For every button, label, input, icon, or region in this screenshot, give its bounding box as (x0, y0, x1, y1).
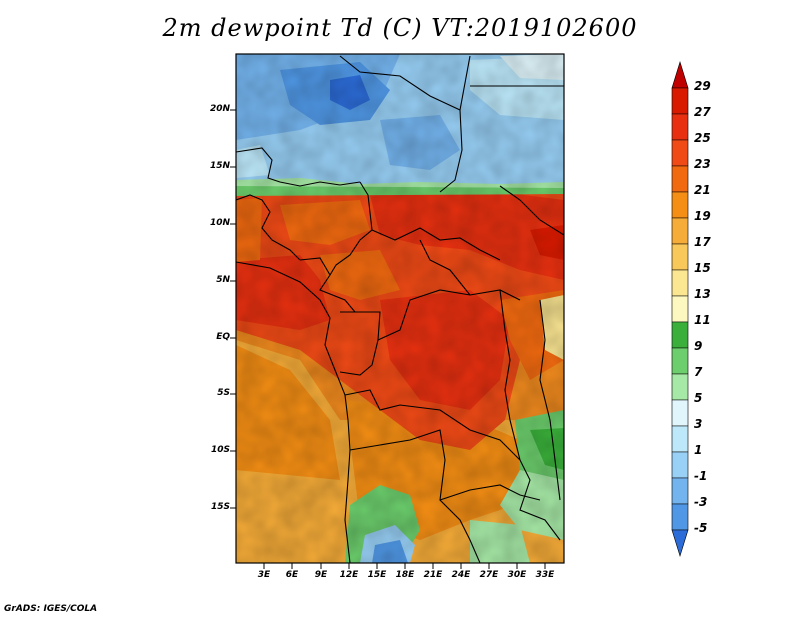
lon-label-6e: 6E (285, 570, 299, 580)
colorbar-label-1: 1 (694, 443, 703, 457)
lon-label-15e: 15E (367, 570, 387, 580)
colorbar-segment (671, 295, 689, 323)
lon-label-9e: 9E (314, 570, 328, 580)
colorbar-label-13: 13 (694, 287, 711, 301)
colorbar-label-9: 9 (694, 339, 703, 353)
colorbar-label-11: 11 (694, 313, 711, 327)
map-frame (235, 53, 565, 564)
colorbar-label-25: 25 (694, 131, 711, 145)
colorbar-segment (671, 321, 689, 349)
colorbar-label-3: 3 (694, 417, 703, 431)
grads-credit: GrADS: IGES/COLA (4, 604, 98, 614)
colorbar-label-27: 27 (694, 105, 711, 119)
colorbar-segment (671, 243, 689, 271)
lat-label-15s: 15S (210, 502, 230, 512)
lat-label-10n: 10N (209, 218, 230, 228)
colorbar-segment (671, 529, 689, 558)
colorbar-label-19: 19 (694, 209, 711, 223)
colorbar-label-m3: -3 (694, 495, 708, 509)
colorbar-segment (671, 165, 689, 193)
colorbar-label-23: 23 (694, 157, 711, 171)
colorbar-segment (671, 269, 689, 297)
colorbar-segment (671, 217, 689, 245)
colorbar-segment (671, 139, 689, 167)
lat-label-5n: 5N (216, 275, 230, 285)
lon-label-27e: 27E (479, 570, 499, 580)
colorbar (671, 60, 689, 558)
colorbar-segment (671, 60, 689, 89)
lat-label-15n: 15N (209, 161, 230, 171)
colorbar-segment (671, 425, 689, 453)
colorbar-segment (671, 503, 689, 531)
lon-label-21e: 21E (423, 570, 443, 580)
lon-label-3e: 3E (257, 570, 271, 580)
colorbar-segment (671, 451, 689, 479)
lon-label-24e: 24E (451, 570, 471, 580)
colorbar-label-29: 29 (694, 79, 711, 93)
colorbar-segment (671, 399, 689, 427)
lon-label-18e: 18E (395, 570, 415, 580)
lat-label-eq: EQ (216, 332, 230, 342)
colorbar-segment (671, 477, 689, 505)
lon-label-33e: 33E (535, 570, 555, 580)
colorbar-label-m5: -5 (694, 521, 708, 535)
colorbar-label-17: 17 (694, 235, 711, 249)
colorbar-label-5: 5 (694, 391, 703, 405)
lat-label-5s: 5S (217, 388, 230, 398)
colorbar-segment (671, 347, 689, 375)
colorbar-label-15: 15 (694, 261, 711, 275)
colorbar-segment (671, 373, 689, 401)
lat-ticks (230, 109, 236, 509)
lon-ticks (263, 563, 546, 569)
map-title: 2m dewpoint Td (C) VT:2019102600 (162, 14, 638, 42)
lon-label-30e: 30E (507, 570, 527, 580)
color-fill-field (236, 54, 564, 563)
colorbar-label-m1: -1 (694, 469, 708, 483)
lat-label-10s: 10S (210, 445, 230, 455)
lat-label-20n: 20N (209, 104, 230, 114)
colorbar-label-7: 7 (694, 365, 703, 379)
colorbar-segment (671, 113, 689, 141)
colorbar-segment (671, 87, 689, 115)
country-borders (236, 55, 564, 563)
colorbar-label-21: 21 (694, 183, 711, 197)
lon-label-12e: 12E (339, 570, 359, 580)
colorbar-segment (671, 191, 689, 219)
